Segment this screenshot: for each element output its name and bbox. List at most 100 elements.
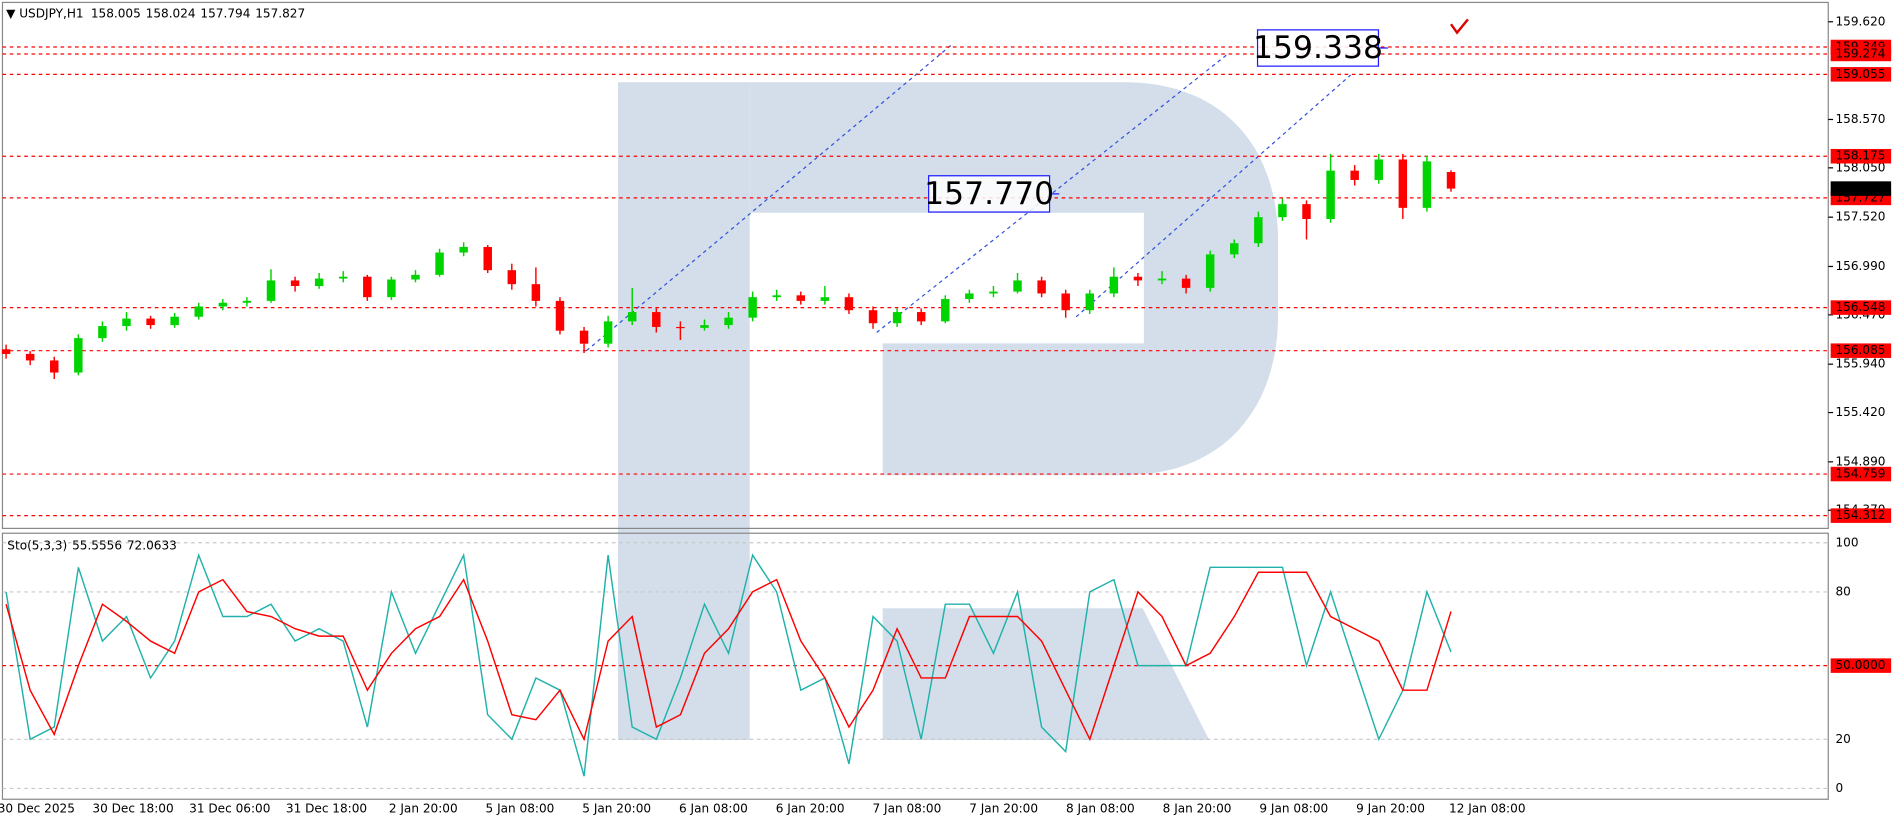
y-tick-label: 157.520 (1836, 210, 1886, 224)
candle-body (652, 312, 661, 327)
candle-body (1085, 293, 1095, 311)
candle-body (290, 280, 300, 287)
candle-body (98, 326, 107, 339)
y-tick-label: 156.990 (1836, 259, 1886, 273)
y-tick-label: 100 (1836, 535, 1859, 549)
x-tick-label: 8 Jan 20:00 (1163, 801, 1232, 815)
level-label-box (1830, 508, 1892, 523)
candle-body (820, 297, 830, 301)
candle-body (1157, 278, 1167, 281)
x-tick-label: 7 Jan 20:00 (969, 801, 1038, 815)
header-close: 157.827 (255, 6, 305, 20)
candle-body (531, 284, 541, 301)
stoch-d-value: 72.0633 (127, 538, 177, 552)
channel-line (1075, 74, 1352, 318)
header-low: 157.794 (200, 6, 250, 20)
candle-body (483, 246, 492, 271)
watermark-bowl (749, 82, 1279, 476)
header-arrow: ▼ (6, 6, 19, 20)
y-tick-label: 0 (1836, 781, 1844, 795)
candle-body (1398, 159, 1408, 208)
x-tick-label: 9 Jan 08:00 (1259, 801, 1328, 815)
level-label: 154.759 (1836, 467, 1886, 481)
y-tick-label: 159.620 (1836, 14, 1886, 28)
candle-body (941, 299, 950, 322)
y-tick-label: 158.050 (1836, 160, 1886, 174)
candle-body (363, 276, 372, 298)
candle-body (1, 349, 11, 354)
candle-body (459, 246, 468, 253)
candle-body (700, 325, 709, 328)
candle-body (579, 330, 589, 344)
candle-body (772, 295, 781, 298)
candle-body (965, 293, 974, 300)
x-tick-label: 30 Dec 2025 (0, 801, 75, 815)
current-price-box (1830, 181, 1892, 196)
x-tick-label: 5 Jan 08:00 (486, 801, 555, 815)
y-tick-label: 155.940 (1836, 357, 1886, 371)
level-label: 159.055 (1836, 67, 1886, 81)
candle-body (844, 297, 854, 311)
candle-body (1230, 243, 1239, 255)
candle-body (989, 291, 998, 294)
y-tick-label: 155.420 (1836, 405, 1886, 419)
stoch-header: Sto(5,3,3) 55.5556 72.0633 (7, 538, 177, 552)
plot-layer: 159.620158.570158.050157.520156.990156.4… (0, 14, 1892, 815)
x-tick-label: 6 Jan 08:00 (679, 801, 748, 815)
candle-body (74, 338, 83, 373)
candle-body (603, 321, 613, 344)
level-label-box (1830, 343, 1892, 358)
channel-lines (586, 44, 1352, 352)
candle-body (435, 252, 444, 275)
x-tick-label: 12 Jan 08:00 (1449, 801, 1525, 815)
candle-body (1013, 280, 1022, 292)
annotation-box (1256, 29, 1380, 67)
candle-body (194, 306, 203, 317)
tick-label-box (1830, 658, 1892, 673)
candle-body (627, 312, 637, 322)
candle-body (748, 297, 757, 318)
watermark-leg (882, 608, 1210, 740)
level-label-box (1830, 67, 1892, 82)
check-mark (1450, 18, 1469, 35)
main-panel-frame (1, 1, 1829, 529)
y-tick-label: 20 (1836, 732, 1851, 746)
candle-body (555, 300, 565, 331)
header-open: 158.005 (91, 6, 141, 20)
candle-body (242, 300, 252, 303)
x-tick-label: 31 Dec 06:00 (189, 801, 270, 815)
candle-body (1133, 276, 1143, 281)
watermark (617, 82, 1279, 740)
x-tick-label: 2 Jan 20:00 (389, 801, 458, 815)
header-high: 158.024 (146, 6, 196, 20)
stoch-k-value: 55.5556 (72, 538, 122, 552)
level-label-box (1830, 300, 1892, 315)
candle-body (916, 312, 926, 322)
stoch-line (5, 552, 1452, 777)
candle-body (796, 295, 806, 301)
candle-body (1181, 278, 1191, 288)
x-tick-label: 8 Jan 08:00 (1066, 801, 1135, 815)
stoch-panel-frame (1, 532, 1829, 800)
candle-body (146, 318, 155, 326)
candle-body (218, 302, 228, 307)
candle-body (1350, 170, 1359, 180)
level-label-box (1830, 46, 1892, 62)
x-tick-label: 31 Dec 18:00 (286, 801, 367, 815)
current-price-label: 157.827 (1836, 181, 1886, 195)
x-tick-label: 7 Jan 08:00 (872, 801, 941, 815)
level-label: 154.312 (1836, 508, 1886, 522)
stoch-line (5, 571, 1452, 742)
candle-body (1326, 170, 1335, 220)
candle-body (676, 326, 685, 329)
candle-body (507, 270, 517, 285)
x-tick-label: 5 Jan 20:00 (582, 801, 651, 815)
candle-body (892, 312, 902, 324)
candle-body (266, 280, 276, 301)
candle-body (122, 318, 131, 327)
x-tick-label: 6 Jan 20:00 (776, 801, 845, 815)
candle-body (170, 316, 179, 326)
candle-body (339, 276, 348, 279)
candle-body (25, 353, 35, 361)
